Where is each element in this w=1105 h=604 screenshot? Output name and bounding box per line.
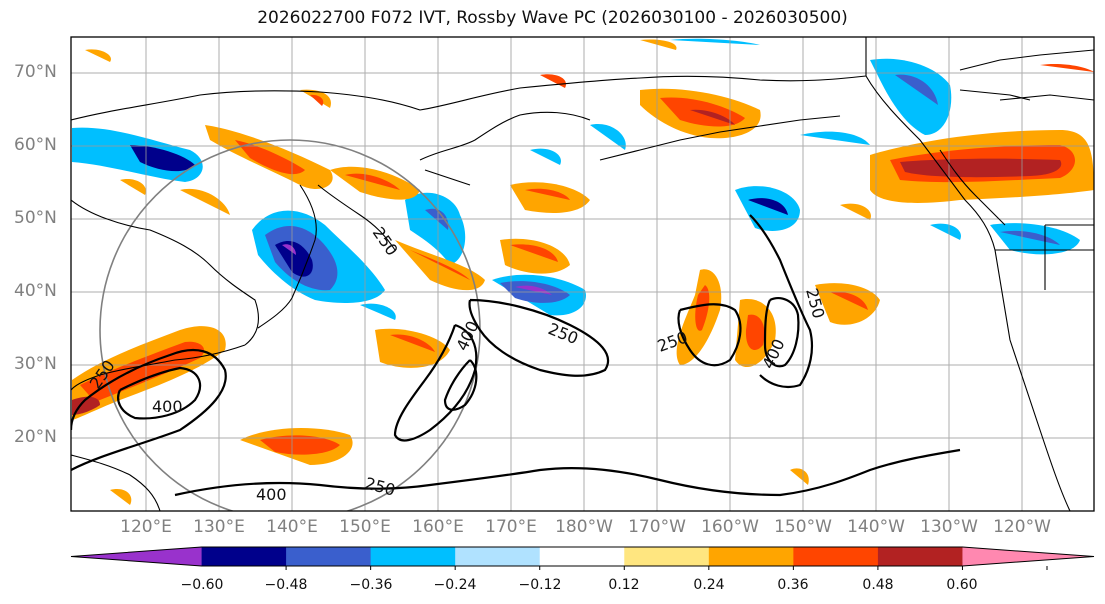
lon-label-170e: 170°E [485, 517, 537, 537]
lon-label-140e: 140°E [266, 517, 318, 537]
lon-label-130e: 130°E [193, 517, 245, 537]
pos-anomaly-nw-pacific [395, 240, 485, 291]
lon-label-160w: 160°W [701, 517, 759, 537]
pos-anomaly-ne-pacific [815, 283, 880, 325]
anomaly-shading [72, 38, 1094, 505]
pos-anomaly-south-japan [375, 328, 450, 368]
lon-label-180w: 180°W [555, 517, 613, 537]
colorbar-segment [877, 547, 963, 566]
neg-anomaly-alaska-north [870, 58, 952, 135]
lon-label-140w: 140°W [847, 517, 905, 537]
colorbar-tick-label: 0.60 [946, 577, 978, 593]
colorbar-tick-label: −0.24 [433, 577, 477, 593]
pos-anomaly-aleutian [510, 182, 590, 213]
colorbar-segment [370, 547, 456, 566]
colorbar-tick-label: −0.48 [264, 577, 308, 593]
colorbar-tick-label: −0.12 [518, 577, 562, 593]
colorbar-tick-label: 0.36 [777, 577, 809, 593]
colorbar-segment [455, 547, 541, 566]
neg-anomaly-gulf-alaska [735, 186, 800, 231]
colorbar-segment [539, 547, 625, 566]
colorbar-segment [708, 547, 794, 566]
lon-label-120w: 120°W [993, 517, 1051, 537]
colorbar-tick-label: −0.60 [180, 577, 224, 593]
lat-label-50n: 50°N [14, 208, 57, 228]
ivt-contours [71, 214, 961, 497]
lon-label-150e: 150°E [339, 517, 391, 537]
contour-label: 400 [256, 485, 287, 504]
plot-frame [70, 36, 1095, 512]
pos-anomaly-alaska-core [900, 158, 1062, 178]
contour-label: 250 [363, 474, 397, 500]
neg-anomaly-west-pacific-deep [275, 240, 313, 277]
map-title: 2026022700 F072 IVT, Rossby Wave PC (202… [257, 8, 848, 28]
pos-anomaly-kuril [330, 166, 420, 200]
lon-label-130w: 130°W [920, 517, 978, 537]
colorbar-segment [793, 547, 879, 566]
colorbar-tick-label: −0.36 [349, 577, 393, 593]
contour-label: 250 [546, 319, 581, 348]
lon-label-160e: 160°E [412, 517, 464, 537]
lat-label-70n: 70°N [14, 62, 57, 82]
colorbar-extend-min [71, 547, 202, 566]
colorbar-segment [201, 547, 287, 566]
lat-label-20n: 20°N [14, 427, 57, 447]
colorbar-segment [286, 547, 372, 566]
lat-label-40n: 40°N [14, 281, 57, 301]
colorbar-tick-label: 0.48 [862, 577, 894, 593]
colorbar-segment [624, 547, 710, 566]
lon-label-150w: 150°W [774, 517, 832, 537]
colorbar-tick-label: 0.24 [693, 577, 725, 593]
lon-label-170w: 170°W [628, 517, 686, 537]
neg-anomaly-bering [590, 124, 626, 150]
neg-anomaly-kamchatka [405, 192, 466, 265]
colorbar-tick-label: 0.12 [608, 577, 640, 593]
colorbar-outline [70, 546, 1095, 567]
colorbar [70, 546, 1095, 570]
contour-label: 400 [452, 318, 482, 354]
lat-label-60n: 60°N [14, 135, 57, 155]
contour-label: 250 [369, 223, 402, 259]
lon-label-120e: 120°E [120, 517, 172, 537]
contour-label: 400 [152, 397, 183, 416]
graticule [71, 37, 1094, 511]
colorbar-extend-max [962, 547, 1094, 566]
lat-label-30n: 30°N [14, 354, 57, 374]
